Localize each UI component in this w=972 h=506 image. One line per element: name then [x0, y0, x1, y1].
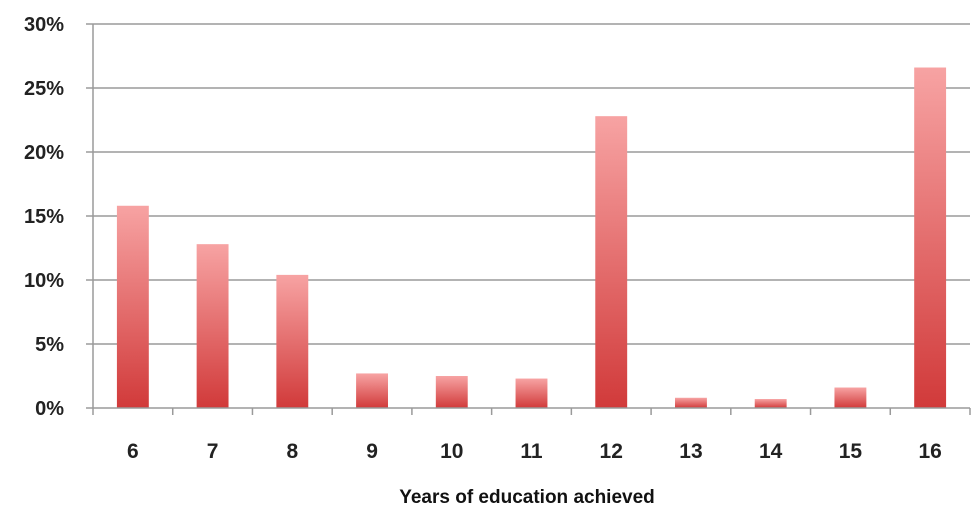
y-tick-label: 10% — [24, 270, 64, 292]
y-tick-label: 5% — [35, 334, 64, 356]
x-tick-label: 8 — [286, 440, 298, 463]
x-tick-label: 12 — [600, 440, 623, 463]
x-tick-label: 10 — [440, 440, 463, 463]
y-tick-label: 20% — [24, 142, 64, 164]
y-tick-label: 30% — [24, 14, 64, 36]
bar-8 — [276, 274, 309, 408]
x-tick-label: 7 — [207, 440, 219, 463]
x-tick-label: 15 — [839, 440, 863, 463]
x-tick-label: 13 — [679, 440, 702, 463]
x-tick-label: 6 — [127, 440, 139, 463]
gridlines — [86, 23, 970, 409]
bar-12 — [595, 116, 628, 408]
y-tick-label: 15% — [24, 206, 64, 228]
y-tick-label: 25% — [24, 78, 64, 100]
bar-13 — [675, 397, 707, 408]
bar-14 — [754, 399, 787, 408]
x-tick-label: 9 — [366, 440, 378, 463]
y-tick-label: 0% — [35, 398, 64, 420]
x-axis-title: Years of education achieved — [399, 487, 655, 506]
x-axis — [92, 24, 971, 415]
x-tick-label: 14 — [759, 440, 783, 463]
y-axis-ticks: 0% 5% 10% 15% 20% 25% 30% — [24, 14, 64, 420]
bar-10 — [435, 376, 468, 408]
bar-7 — [196, 244, 229, 408]
x-tick-label: 11 — [520, 440, 543, 463]
bar-16 — [914, 67, 947, 409]
x-tick-label: 16 — [918, 440, 941, 463]
bar-11 — [515, 378, 548, 408]
bar-6 — [116, 205, 149, 408]
bar-9 — [356, 373, 388, 408]
bar-15 — [834, 387, 867, 408]
x-axis-ticks: 6 7 8 9 10 11 12 13 14 15 16 — [127, 440, 942, 463]
bars — [116, 67, 947, 409]
